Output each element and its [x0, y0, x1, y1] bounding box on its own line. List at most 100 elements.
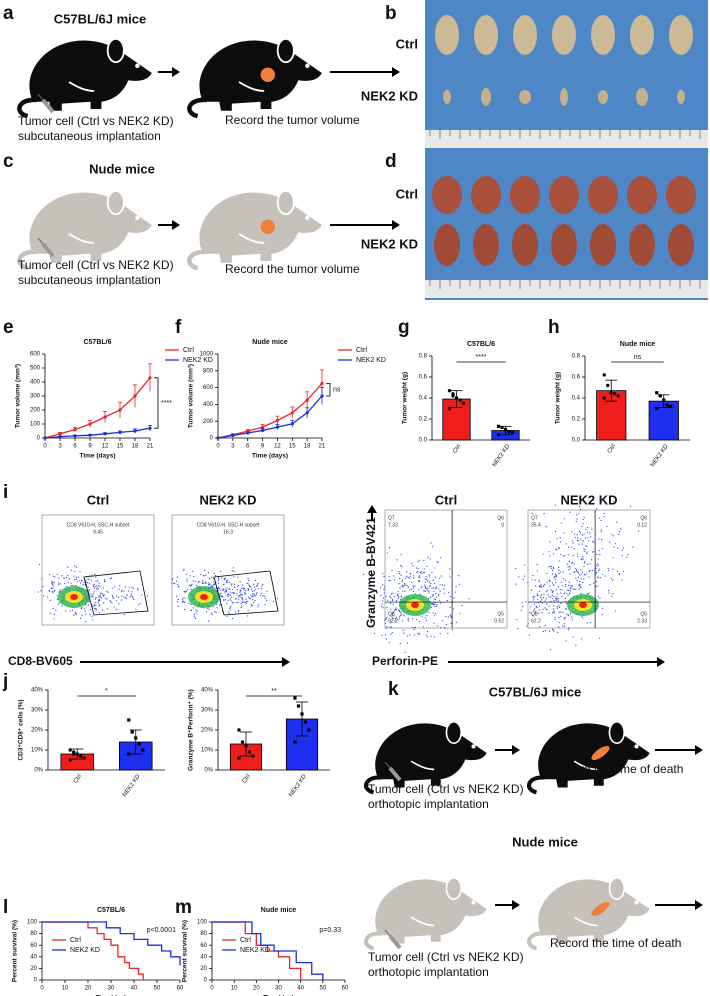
event-dot: [581, 573, 583, 575]
mouse-eye: [634, 900, 639, 905]
event-dot: [94, 608, 96, 610]
event-dot: [236, 592, 238, 595]
event-dot: [219, 604, 221, 607]
event-dot: [94, 586, 96, 588]
event-dot: [226, 615, 228, 617]
event-dot: [93, 591, 95, 593]
event-dot: [137, 589, 139, 591]
event-dot: [51, 587, 53, 589]
event-dot: [239, 581, 241, 583]
implant-text: subcutaneous implantation: [18, 273, 161, 287]
event-dot: [207, 584, 210, 586]
tumor-photo: [432, 176, 462, 214]
event-dot: [548, 579, 550, 581]
event-dot: [592, 551, 594, 553]
event-dot: [532, 614, 534, 617]
event-dot: [89, 613, 91, 616]
event-dot: [595, 572, 597, 574]
x-tick-label: 12: [274, 444, 281, 450]
event-dot: [613, 535, 615, 537]
event-dot: [528, 634, 530, 636]
event-dot: [115, 595, 118, 597]
data-point: [293, 696, 297, 700]
event-dot: [222, 589, 224, 592]
event-dot: [131, 591, 133, 593]
event-dot: [571, 616, 573, 618]
event-dot: [120, 599, 123, 601]
event-dot: [255, 593, 258, 595]
data-point: [320, 381, 324, 385]
data-point: [500, 425, 504, 429]
event-dot: [138, 604, 140, 606]
event-dot: [597, 585, 599, 587]
data-point: [130, 730, 134, 734]
event-dot: [548, 596, 550, 598]
event-dot: [176, 595, 178, 597]
event-dot: [592, 582, 595, 584]
event-dot: [396, 559, 398, 561]
implant-text: Tumor cell (Ctrl vs NEK2 KD): [18, 114, 174, 128]
event-dot: [548, 605, 550, 607]
event-dot: [590, 622, 592, 624]
quadrant-value: 35.4: [531, 522, 541, 528]
event-dot: [560, 611, 562, 613]
event-dot: [582, 556, 584, 558]
photo-row-label: NEK2 KD: [361, 88, 418, 103]
event-dot: [385, 595, 387, 597]
event-dot: [422, 590, 425, 592]
arrow-head: [512, 900, 520, 910]
data-point: [246, 431, 250, 435]
event-dot: [58, 577, 60, 579]
data-point: [103, 415, 107, 419]
event-dot: [251, 590, 254, 593]
series-line: [42, 921, 144, 980]
y-tick-label: 80: [200, 931, 207, 937]
event-dot: [71, 609, 73, 612]
event-dot: [253, 590, 255, 592]
event-dot: [431, 546, 434, 548]
data-point: [609, 391, 613, 395]
event-dot: [183, 590, 185, 593]
y-tick-label: 10%: [201, 748, 214, 754]
event-dot: [217, 579, 220, 581]
event-dot: [439, 590, 441, 592]
event-dot: [583, 533, 585, 535]
mouse-tail: [187, 249, 207, 271]
event-dot: [447, 616, 450, 618]
data-point: [507, 430, 511, 434]
event-dot: [542, 602, 544, 604]
event-dot: [389, 603, 392, 605]
event-dot: [393, 610, 396, 612]
event-dot: [579, 498, 581, 500]
data-point: [75, 752, 79, 756]
event-dot: [552, 553, 555, 555]
arrow-head: [695, 745, 703, 755]
y-tick-label: 0.2: [419, 417, 428, 423]
event-dot: [629, 505, 632, 508]
mouse: [526, 877, 650, 951]
event-dot: [215, 574, 217, 577]
event-dot: [539, 626, 541, 628]
event-dot: [556, 593, 558, 595]
data-point: [275, 425, 280, 429]
diagram-title: Nude mice: [512, 834, 578, 849]
event-dot: [622, 547, 625, 549]
event-dot: [247, 609, 249, 612]
event-dot: [75, 613, 77, 615]
event-dot: [243, 601, 245, 604]
event-dot: [52, 586, 54, 588]
event-dot: [124, 586, 126, 588]
event-dot: [51, 583, 54, 585]
event-dot: [601, 538, 603, 541]
event-dot: [387, 599, 389, 601]
mouse-ear: [276, 37, 295, 64]
event-dot: [227, 599, 229, 602]
event-dot: [404, 582, 406, 585]
event-dot: [402, 629, 404, 631]
event-dot: [573, 548, 575, 550]
event-dot: [538, 579, 540, 581]
event-dot: [381, 600, 384, 602]
event-dot: [551, 582, 554, 584]
event-dot: [51, 591, 54, 593]
event-dot: [604, 575, 606, 577]
